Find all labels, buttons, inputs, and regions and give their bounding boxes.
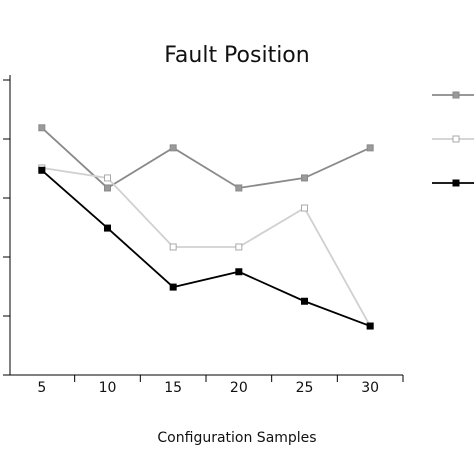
marker bbox=[301, 204, 308, 212]
marker bbox=[366, 144, 374, 152]
x-axis-label: Configuration Samples bbox=[157, 430, 316, 446]
marker bbox=[104, 224, 111, 232]
x-tick-label: 15 bbox=[164, 380, 182, 396]
marker bbox=[169, 144, 177, 152]
x-tick-label: 30 bbox=[361, 380, 379, 396]
x-tick-label: 10 bbox=[99, 380, 117, 396]
marker bbox=[169, 243, 177, 251]
marker bbox=[366, 322, 374, 330]
marker bbox=[235, 243, 243, 251]
series-line bbox=[41, 127, 371, 190]
marker bbox=[104, 184, 111, 192]
series-line bbox=[41, 167, 371, 327]
marker bbox=[38, 124, 46, 132]
marker bbox=[301, 174, 308, 182]
marker bbox=[169, 283, 177, 291]
x-tick-label: 20 bbox=[230, 380, 248, 396]
marker bbox=[104, 174, 111, 182]
marker bbox=[38, 166, 46, 174]
legend-marker bbox=[452, 179, 460, 187]
marker bbox=[235, 268, 243, 276]
marker bbox=[301, 297, 308, 305]
chart-title: Fault Position bbox=[164, 43, 309, 68]
legend-marker bbox=[452, 91, 460, 99]
x-tick-label: 5 bbox=[37, 380, 46, 396]
marker bbox=[235, 184, 243, 192]
series-line bbox=[41, 169, 371, 327]
legend-marker bbox=[452, 135, 460, 143]
x-tick-label: 25 bbox=[296, 380, 314, 396]
